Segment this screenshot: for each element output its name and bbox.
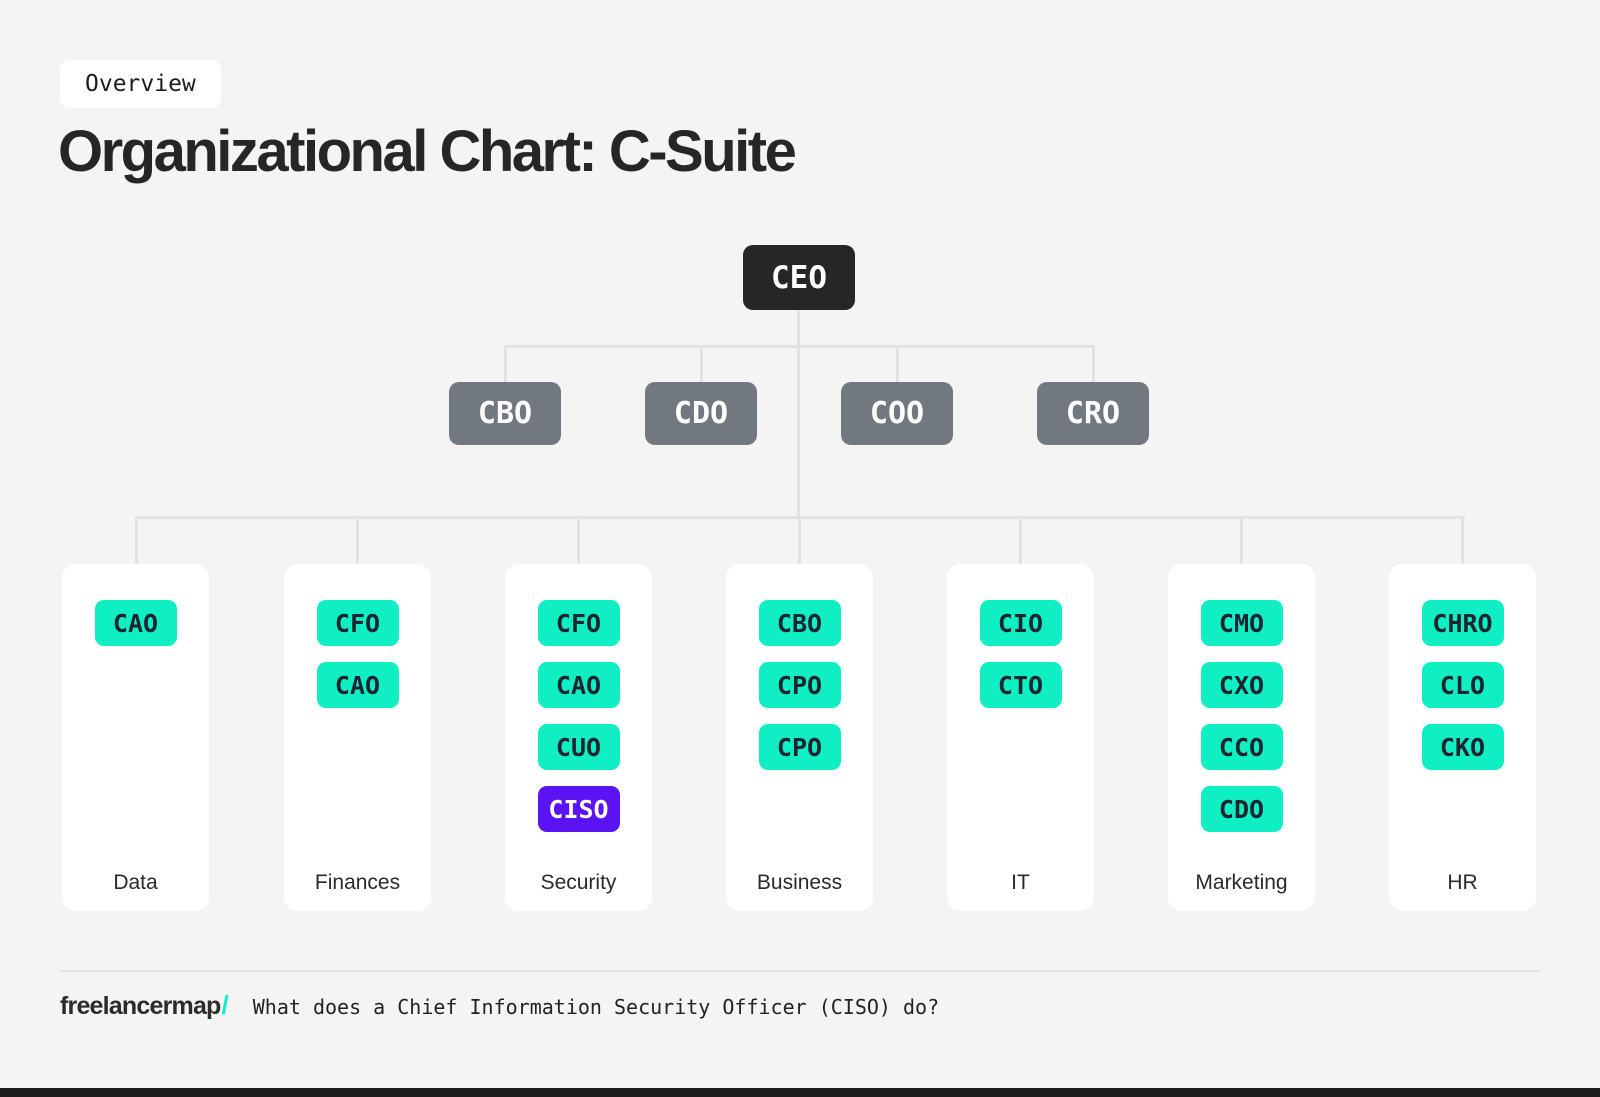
role-chip-label: CAO xyxy=(555,670,602,700)
role-chip-label: CFO xyxy=(555,608,602,638)
bottom-bar xyxy=(0,1088,1600,1097)
role-chip: CMO xyxy=(1200,600,1283,646)
role-chip-label: CDO xyxy=(1218,794,1265,824)
role-chip: CTO xyxy=(979,662,1062,708)
role-chip: CUO xyxy=(537,724,620,770)
role-chip: CFO xyxy=(537,600,620,646)
role-chip-label: CUO xyxy=(555,732,602,762)
overview-badge-label: Overview xyxy=(85,71,196,97)
role-chip-label: CPO xyxy=(776,732,823,762)
department-card-it: CIO CTO IT xyxy=(947,564,1094,911)
connector-drop-business xyxy=(798,516,801,564)
role-chip: CAO xyxy=(537,662,620,708)
role-chip: CCO xyxy=(1200,724,1283,770)
connector-drop-cro xyxy=(1092,345,1095,385)
department-card-marketing: CMO CXO CCO CDO Marketing xyxy=(1168,564,1315,911)
node-ceo-label: CEO xyxy=(771,259,827,296)
node-cbo: CBO xyxy=(449,382,561,445)
role-chip-label: CLO xyxy=(1439,670,1486,700)
footer-divider xyxy=(60,970,1540,972)
department-card-hr: CHRO CLO CKO HR xyxy=(1389,564,1536,911)
node-cdo: CDO xyxy=(645,382,757,445)
role-chip-label: CTO xyxy=(997,670,1044,700)
connector-executives-horizontal xyxy=(504,345,1095,348)
role-chip-label: CBO xyxy=(776,608,823,638)
role-chip: CLO xyxy=(1421,662,1504,708)
connector-drop-marketing xyxy=(1240,516,1243,564)
department-card-business: CBO CPO CPO Business xyxy=(726,564,873,911)
overview-badge: Overview xyxy=(60,60,221,108)
page-title: Organizational Chart: C-Suite xyxy=(58,119,797,184)
role-chip-label: CIO xyxy=(997,608,1044,638)
department-label: HR xyxy=(1447,871,1478,894)
department-card-data: CAO Data xyxy=(62,564,209,911)
connector-ceo-vertical xyxy=(797,310,800,519)
role-chip: CPO xyxy=(758,662,841,708)
node-cro: CRO xyxy=(1037,382,1149,445)
role-chip-label: CKO xyxy=(1439,732,1486,762)
role-chip-ciso-highlighted: CISO xyxy=(537,786,620,832)
role-chip-label: CCO xyxy=(1218,732,1265,762)
node-coo-label: COO xyxy=(869,396,925,431)
footer: freelancermap / What does a Chief Informa… xyxy=(60,990,939,1021)
department-label: IT xyxy=(1011,871,1030,894)
department-label: Security xyxy=(540,871,617,894)
department-card-security: CFO CAO CUO CISO Security xyxy=(505,564,652,911)
role-chip: CPO xyxy=(758,724,841,770)
role-chip: CBO xyxy=(758,600,841,646)
department-label: Data xyxy=(113,871,158,894)
role-chip: CAO xyxy=(94,600,177,646)
node-coo: COO xyxy=(841,382,953,445)
logo-slash-icon: / xyxy=(221,990,229,1020)
role-chip: CXO xyxy=(1200,662,1283,708)
connector-drop-security xyxy=(577,516,580,564)
department-label: Marketing xyxy=(1195,871,1288,894)
connector-drop-data xyxy=(135,516,138,564)
connector-drop-cdo xyxy=(700,345,703,385)
role-chip-label: CPO xyxy=(776,670,823,700)
role-chip: CHRO xyxy=(1421,600,1504,646)
connector-drop-cbo xyxy=(504,345,507,385)
role-chip: CIO xyxy=(979,600,1062,646)
department-label: Business xyxy=(756,871,843,894)
footer-caption: What does a Chief Information Security O… xyxy=(252,995,940,1019)
node-cdo-label: CDO xyxy=(673,396,729,431)
node-ceo: CEO xyxy=(743,245,855,310)
role-chip: CAO xyxy=(316,662,399,708)
role-chip-label: CXO xyxy=(1218,670,1265,700)
role-chip-label: CAO xyxy=(334,670,381,700)
department-card-finances: CFO CAO Finances xyxy=(284,564,431,911)
role-chip: CFO xyxy=(316,600,399,646)
role-chip-label: CFO xyxy=(334,608,381,638)
department-label: Finances xyxy=(314,871,401,894)
connector-drop-coo xyxy=(896,345,899,385)
connector-drop-it xyxy=(1019,516,1022,564)
role-chip-label: CISO xyxy=(548,794,609,824)
role-chip-label: CAO xyxy=(112,608,159,638)
role-chip-label: CMO xyxy=(1218,608,1265,638)
node-cbo-label: CBO xyxy=(477,396,533,431)
role-chip: CDO xyxy=(1200,786,1283,832)
role-chip-label: CHRO xyxy=(1432,608,1493,638)
node-cro-label: CRO xyxy=(1065,396,1121,431)
connector-drop-finances xyxy=(356,516,359,564)
freelancermap-logo: freelancermap xyxy=(60,992,221,1020)
connector-drop-hr xyxy=(1461,516,1464,564)
role-chip: CKO xyxy=(1421,724,1504,770)
